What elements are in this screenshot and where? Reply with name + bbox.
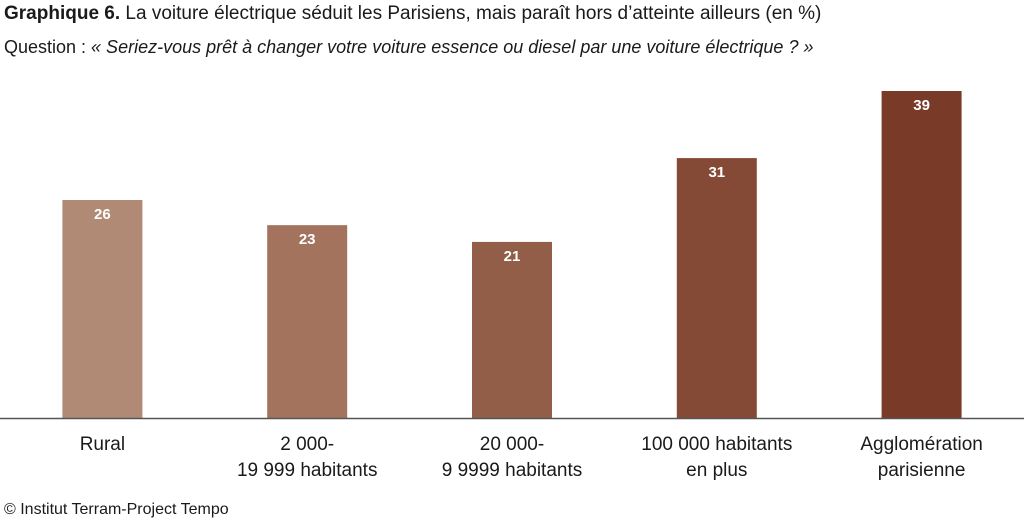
bar-3 [676,158,757,419]
bar-0 [62,200,143,418]
bar-1 [267,225,348,418]
question-text: « Seriez-vous prêt à changer votre voitu… [91,37,814,57]
chart-title: Graphique 6. La voiture électrique sédui… [4,3,821,25]
bar-value-label-3: 31 [708,164,725,181]
category-label-0-0: Rural [80,434,125,455]
category-label-1-1: 19 999 habitants [237,460,378,481]
category-label-1-0: 2 000- [280,434,334,455]
category-label-2-1: 9 9999 habitants [442,460,583,481]
chart-title-bold: Graphique 6. [4,3,121,24]
bar-value-label-0: 26 [94,206,111,223]
chart-title-rest: La voiture électrique séduit les Parisie… [120,3,822,24]
source-note: © Institut Terram-Project Tempo [4,501,229,518]
chart-question: Question : « Seriez-vous prêt à changer … [4,37,813,58]
bar-value-label-2: 21 [504,248,521,265]
category-label-4-1: parisienne [878,460,966,481]
bar-2 [472,241,552,418]
category-label-4-0: Agglomération [860,434,983,455]
bar-4 [881,91,962,418]
bar-value-label-4: 39 [913,97,930,114]
category-label-3-0: 100 000 habitants [641,434,792,455]
bar-value-label-1: 23 [299,231,316,248]
category-label-2-0: 20 000- [480,434,544,455]
bar-chart: 26 Rural 23 2 000- 19 999 habitants 21 20 000-… [0,91,1024,481]
category-label-3-1: en plus [686,460,747,481]
question-prefix: Question : [4,37,92,57]
